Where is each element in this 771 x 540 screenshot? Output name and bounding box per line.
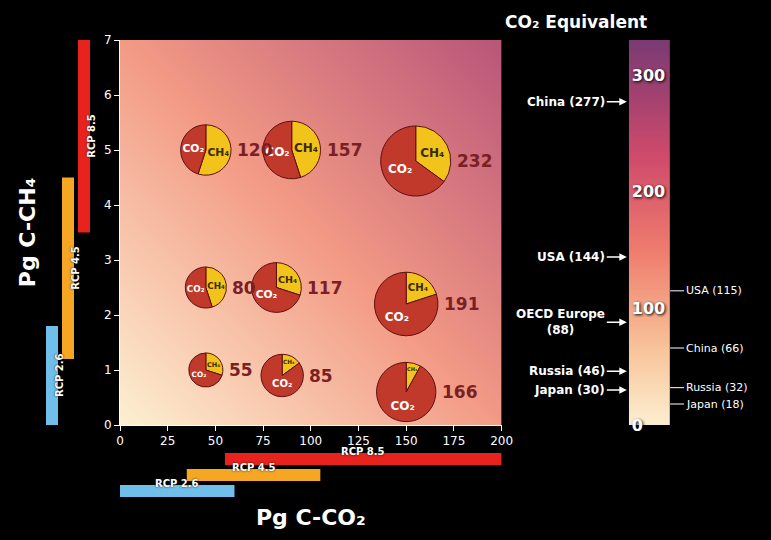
svg-text:157: 157 bbox=[327, 140, 363, 160]
svg-text:Japan (18): Japan (18) bbox=[686, 398, 744, 411]
svg-text:CH₄: CH₄ bbox=[408, 282, 429, 293]
svg-text:150: 150 bbox=[395, 434, 418, 448]
svg-text:5: 5 bbox=[104, 143, 112, 157]
svg-text:3: 3 bbox=[104, 253, 112, 267]
svg-text:100: 100 bbox=[632, 299, 665, 318]
svg-text:RCP 2.6: RCP 2.6 bbox=[155, 478, 199, 489]
svg-text:1: 1 bbox=[104, 363, 112, 377]
svg-text:CH₄: CH₄ bbox=[283, 359, 295, 365]
svg-text:USA (144): USA (144) bbox=[537, 250, 605, 264]
svg-text:232: 232 bbox=[457, 151, 493, 171]
svg-text:55: 55 bbox=[229, 360, 253, 380]
svg-text:CO₂: CO₂ bbox=[182, 142, 204, 155]
svg-text:CO₂: CO₂ bbox=[192, 370, 207, 379]
svg-text:200: 200 bbox=[632, 182, 665, 201]
svg-text:85: 85 bbox=[309, 366, 333, 386]
svg-text:Pg C-CO₂: Pg C-CO₂ bbox=[256, 505, 366, 530]
svg-text:RCP 4.5: RCP 4.5 bbox=[70, 246, 81, 290]
svg-text:175: 175 bbox=[442, 434, 465, 448]
svg-text:7: 7 bbox=[104, 33, 112, 47]
svg-text:75: 75 bbox=[255, 434, 270, 448]
svg-text:Japan (30): Japan (30) bbox=[534, 383, 605, 397]
svg-text:117: 117 bbox=[307, 278, 343, 298]
svg-text:CH₄: CH₄ bbox=[207, 361, 220, 369]
svg-text:CH₄: CH₄ bbox=[278, 274, 297, 285]
svg-text:CH₄: CH₄ bbox=[207, 281, 225, 291]
svg-text:300: 300 bbox=[632, 66, 665, 85]
svg-text:125: 125 bbox=[347, 434, 370, 448]
svg-text:6: 6 bbox=[104, 88, 112, 102]
svg-text:25: 25 bbox=[160, 434, 175, 448]
svg-text:200: 200 bbox=[490, 434, 513, 448]
svg-text:2: 2 bbox=[104, 308, 112, 322]
svg-text:4: 4 bbox=[104, 198, 112, 212]
svg-text:120: 120 bbox=[237, 140, 273, 160]
svg-text:CO₂ Equivalent: CO₂ Equivalent bbox=[505, 12, 647, 32]
svg-text:RCP 8.5: RCP 8.5 bbox=[86, 114, 97, 158]
svg-text:CO₂: CO₂ bbox=[256, 288, 278, 301]
svg-text:OECD Europe(88): OECD Europe(88) bbox=[516, 307, 605, 337]
svg-text:CH₄: CH₄ bbox=[294, 141, 318, 155]
svg-text:CO₂: CO₂ bbox=[187, 284, 205, 294]
svg-text:Russia (46): Russia (46) bbox=[529, 364, 605, 378]
svg-text:Pg C-CH₄: Pg C-CH₄ bbox=[15, 178, 40, 288]
svg-text:USA (115): USA (115) bbox=[686, 284, 742, 297]
svg-text:191: 191 bbox=[444, 294, 480, 314]
svg-text:Russia (32): Russia (32) bbox=[686, 381, 747, 394]
svg-text:CO₂: CO₂ bbox=[272, 378, 292, 389]
svg-text:CO₂: CO₂ bbox=[388, 162, 412, 176]
svg-text:CO₂: CO₂ bbox=[385, 310, 409, 324]
svg-text:0: 0 bbox=[104, 418, 112, 432]
svg-text:RCP 2.6: RCP 2.6 bbox=[54, 353, 65, 397]
svg-text:0: 0 bbox=[632, 416, 643, 435]
svg-text:CO₂: CO₂ bbox=[390, 399, 414, 413]
svg-text:0: 0 bbox=[116, 434, 124, 448]
svg-text:RCP 4.5: RCP 4.5 bbox=[232, 462, 276, 473]
svg-text:China (277): China (277) bbox=[527, 95, 605, 109]
svg-text:CH₄: CH₄ bbox=[407, 366, 418, 372]
svg-text:50: 50 bbox=[208, 434, 223, 448]
svg-text:CH₄: CH₄ bbox=[207, 146, 229, 159]
svg-text:RCP 8.5: RCP 8.5 bbox=[341, 446, 385, 457]
svg-text:166: 166 bbox=[442, 382, 478, 402]
svg-text:China (66): China (66) bbox=[686, 342, 744, 355]
svg-text:80: 80 bbox=[232, 278, 256, 298]
svg-text:CO₂: CO₂ bbox=[265, 145, 289, 159]
svg-text:100: 100 bbox=[299, 434, 322, 448]
svg-text:CH₄: CH₄ bbox=[420, 146, 444, 160]
